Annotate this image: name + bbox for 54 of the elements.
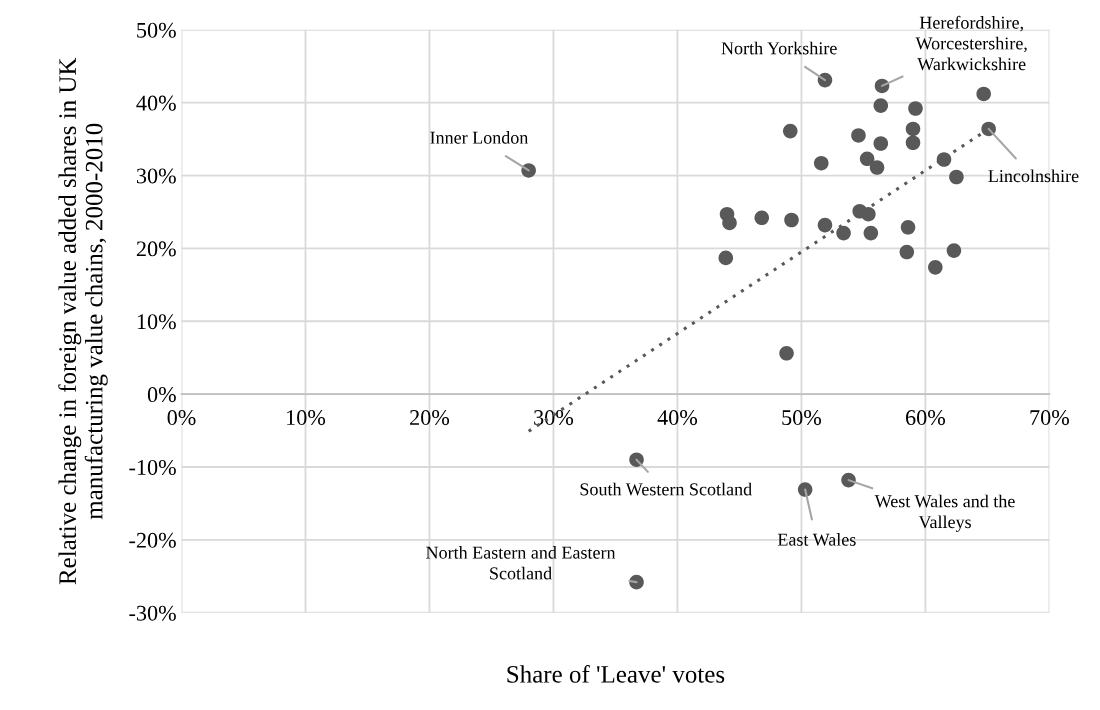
point — [908, 101, 923, 116]
point — [946, 243, 962, 258]
point — [718, 250, 734, 266]
annotation: Inner London — [430, 131, 529, 144]
annotation: North Eastern and Eastern Scotland — [426, 546, 616, 580]
point — [813, 155, 829, 171]
point — [905, 135, 921, 151]
point — [936, 152, 952, 167]
point — [869, 160, 885, 175]
y-tick-label: 10% — [137, 314, 176, 330]
x-tick-label: 30% — [534, 410, 574, 426]
point — [784, 212, 799, 228]
y-axis-title: Relative change in foreign value added shares in UK manufacturing value chains, 2000-2010 — [58, 57, 108, 585]
point — [873, 98, 889, 113]
y-tick-label: -30% — [129, 605, 176, 621]
x-axis-title: Share of 'Leave' votes — [507, 664, 725, 683]
point — [779, 346, 794, 361]
point — [900, 220, 916, 235]
point — [861, 206, 876, 222]
point — [873, 136, 889, 151]
point — [859, 151, 875, 167]
point — [851, 128, 866, 143]
point — [863, 225, 879, 241]
y-tick-label: 0% — [147, 387, 176, 403]
x-tick-label: 20% — [410, 410, 450, 426]
annotation: West Wales and the Valleys — [874, 494, 1015, 532]
y-tick-label: 20% — [136, 241, 176, 257]
y-tick-label: -10% — [129, 459, 176, 475]
point — [722, 215, 737, 231]
annotation: North Yorkshire — [721, 41, 837, 55]
point — [836, 225, 851, 241]
annotation: Herefordshire, Worcestershire, Warkwickshire — [915, 15, 1027, 71]
point — [899, 244, 915, 260]
y-tick-label: 30% — [136, 168, 176, 184]
y-tick-label: -20% — [129, 532, 176, 548]
y-tick-label: 40% — [136, 95, 176, 111]
annotation: Lincolnshire — [988, 169, 1079, 183]
point — [629, 452, 644, 467]
point — [754, 210, 770, 226]
point — [905, 121, 921, 137]
x-tick-label: 60% — [906, 410, 946, 426]
point — [928, 260, 943, 275]
x-tick-label: 50% — [782, 410, 822, 426]
x-tick-label: 70% — [1030, 410, 1070, 426]
point — [817, 217, 833, 233]
point — [949, 169, 964, 185]
point — [976, 86, 991, 102]
x-tick-label: 10% — [287, 410, 326, 426]
y-tick-label: 50% — [137, 22, 176, 38]
x-tick-label: 0% — [167, 410, 196, 426]
point — [782, 123, 798, 139]
annotation: East Wales — [777, 533, 856, 546]
annotation: South Western Scotland — [580, 482, 752, 496]
x-tick-label: 40% — [657, 410, 698, 426]
